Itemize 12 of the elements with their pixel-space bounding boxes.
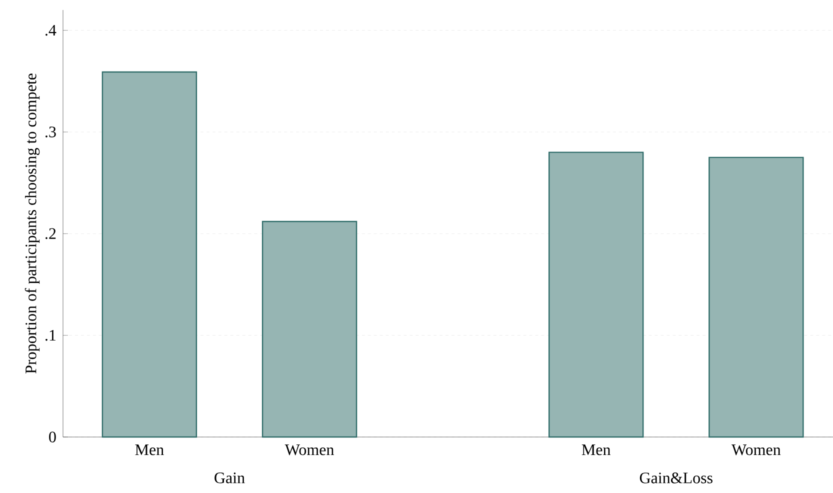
y-tick-label: .3 bbox=[46, 126, 56, 138]
y-axis-title: Proportion of participants choosing to compete bbox=[24, 74, 40, 374]
x-tick-label: Men bbox=[582, 444, 611, 456]
x-tick-label: Women bbox=[284, 444, 334, 456]
x-tick-label: Women bbox=[732, 444, 781, 456]
text: Gain bbox=[214, 472, 245, 484]
y-tick-label: .4 bbox=[46, 24, 56, 36]
y-tick-label: 0 bbox=[49, 432, 56, 442]
text: Gain&Loss bbox=[640, 472, 712, 484]
x-tick-label: Men bbox=[135, 444, 164, 456]
y-tick-label: .2 bbox=[46, 228, 56, 240]
y-tick-label: .1 bbox=[46, 330, 56, 341]
